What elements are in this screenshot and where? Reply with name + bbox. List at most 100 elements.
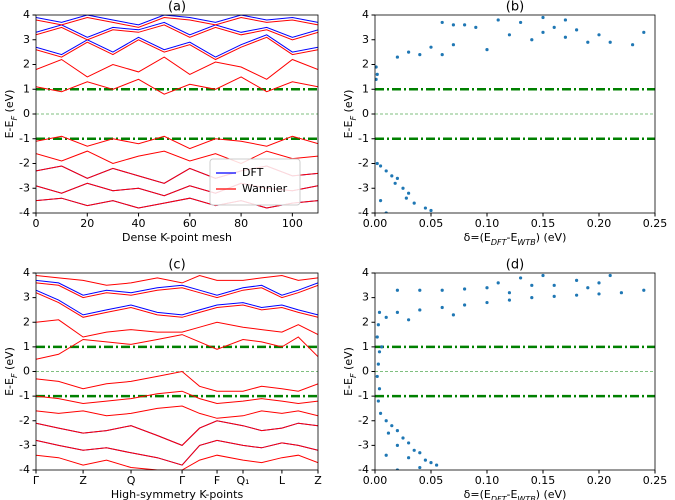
point bbox=[412, 448, 416, 452]
point bbox=[530, 296, 534, 300]
y-tick-label: 0 bbox=[362, 107, 369, 120]
y-axis-label: E-EF (eV) bbox=[3, 347, 19, 396]
point bbox=[376, 399, 380, 403]
x-axis-label-part: ) (eV) bbox=[536, 231, 567, 244]
plot-area bbox=[36, 274, 318, 470]
panel-title: (d) bbox=[506, 258, 524, 273]
y-axis-label-part: E-E bbox=[342, 121, 355, 139]
y-tick-label: 3 bbox=[362, 291, 369, 304]
y-axis-label-part: F bbox=[349, 373, 358, 378]
x-tick-label: 80 bbox=[234, 217, 248, 230]
x-axis-label-part: δ=(E bbox=[464, 231, 491, 244]
y-tick-label: -4 bbox=[19, 206, 30, 219]
point bbox=[519, 276, 523, 280]
point bbox=[530, 38, 534, 42]
point bbox=[423, 458, 427, 462]
point bbox=[375, 77, 378, 81]
point bbox=[642, 288, 646, 292]
y-tick-label: -2 bbox=[19, 414, 30, 427]
point bbox=[375, 374, 379, 379]
legend-label: DFT bbox=[242, 166, 264, 179]
y-axis-label-part: E-E bbox=[3, 378, 16, 396]
y-tick-label: 0 bbox=[23, 365, 30, 378]
x-tick-label: 20 bbox=[80, 217, 94, 230]
point bbox=[376, 362, 380, 366]
x-tick-label: Q bbox=[127, 474, 136, 487]
band bbox=[36, 420, 318, 446]
x-tick-label: 60 bbox=[183, 217, 197, 230]
point bbox=[619, 291, 624, 295]
panel-title: (c) bbox=[168, 258, 185, 273]
band bbox=[36, 282, 318, 299]
point bbox=[463, 23, 467, 27]
point bbox=[390, 424, 394, 428]
x-axis-label-part: δ=(E bbox=[464, 488, 491, 500]
axes-frame bbox=[374, 272, 656, 471]
point bbox=[608, 40, 612, 44]
point bbox=[451, 23, 455, 27]
y-tick-label: -1 bbox=[19, 132, 30, 145]
y-tick-label: 0 bbox=[362, 365, 369, 378]
x-tick-label: 0.05 bbox=[419, 217, 444, 230]
y-tick-label: -3 bbox=[19, 438, 30, 451]
x-tick-label: 0.15 bbox=[531, 217, 556, 230]
point bbox=[597, 292, 601, 296]
y-tick-label: 2 bbox=[362, 58, 369, 71]
y-tick-label: -2 bbox=[19, 157, 30, 170]
point bbox=[395, 288, 399, 292]
x-tick-label: 0.20 bbox=[587, 474, 612, 487]
point bbox=[377, 350, 382, 354]
point bbox=[530, 283, 534, 287]
band bbox=[36, 16, 318, 28]
y-tick-label: 1 bbox=[362, 82, 369, 95]
band bbox=[36, 15, 318, 26]
plot-area bbox=[375, 273, 646, 470]
y-axis-label-part: F bbox=[10, 116, 19, 121]
axes-frame bbox=[374, 14, 656, 214]
y-axis-label-part: (eV) bbox=[3, 347, 16, 373]
point bbox=[485, 286, 489, 290]
x-tick-label: Z bbox=[314, 474, 322, 487]
band bbox=[36, 405, 318, 419]
point bbox=[440, 20, 444, 25]
point bbox=[541, 15, 545, 20]
y-tick-label: 2 bbox=[362, 315, 369, 328]
x-tick-label: 0.25 bbox=[643, 217, 668, 230]
point bbox=[451, 43, 455, 47]
y-axis-label-part: E-E bbox=[342, 378, 355, 396]
y-axis-label-part: F bbox=[349, 116, 358, 121]
point bbox=[384, 453, 388, 457]
y-tick-label: -4 bbox=[358, 206, 369, 219]
y-tick-label: -1 bbox=[358, 132, 369, 145]
point bbox=[552, 283, 556, 287]
x-axis-label-part: WTB bbox=[517, 495, 535, 500]
point bbox=[401, 436, 405, 440]
plot-area bbox=[375, 15, 646, 213]
y-axis-label-part: (eV) bbox=[3, 90, 16, 116]
x-axis-label-part: WTB bbox=[517, 238, 535, 247]
point bbox=[440, 288, 444, 292]
point bbox=[377, 310, 382, 314]
y-tick-label: 4 bbox=[23, 266, 30, 279]
point bbox=[377, 387, 382, 391]
point bbox=[631, 43, 635, 47]
y-axis-label: E-EF (eV) bbox=[3, 90, 19, 139]
band bbox=[36, 56, 318, 80]
x-tick-label: 40 bbox=[132, 217, 146, 230]
point bbox=[608, 273, 612, 278]
point bbox=[375, 72, 379, 76]
band bbox=[36, 34, 318, 58]
point bbox=[507, 33, 511, 37]
x-axis-label: High-symmetry K-points bbox=[111, 488, 244, 500]
band bbox=[36, 21, 318, 38]
x-tick-label: 0.00 bbox=[363, 217, 388, 230]
point bbox=[597, 281, 601, 285]
axes-frame bbox=[35, 14, 319, 214]
point bbox=[440, 53, 444, 57]
x-axis-label-part: DFT bbox=[491, 495, 508, 500]
point bbox=[507, 298, 511, 302]
point bbox=[507, 291, 511, 295]
legend-label: Wannier bbox=[242, 182, 288, 195]
x-tick-label: 0.10 bbox=[475, 474, 500, 487]
